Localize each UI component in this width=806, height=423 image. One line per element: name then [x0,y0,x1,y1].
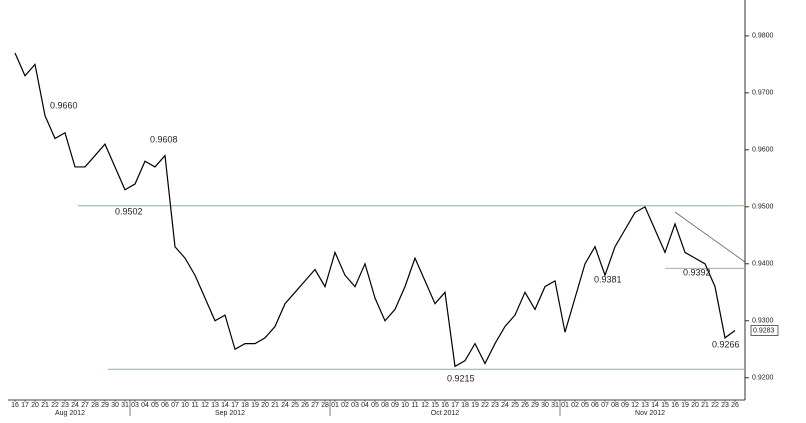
x-tick-label: 24 [71,402,79,409]
x-tick-label: 26 [301,402,309,409]
x-tick-label: 13 [211,402,219,409]
annotation: 0.9392 [683,267,711,277]
x-tick-label: 06 [591,402,599,409]
x-tick-label: 27 [81,402,89,409]
x-tick-label: 05 [581,402,589,409]
x-tick-label: 03 [131,402,139,409]
x-tick-label: 09 [621,402,629,409]
x-tick-label: 08 [611,402,619,409]
x-tick-label: 26 [731,402,739,409]
x-tick-label: 12 [631,402,639,409]
x-tick-label: 01 [331,402,339,409]
y-tick-label: 0.9600 [752,147,774,154]
x-tick-label: 21 [271,402,279,409]
x-tick-label: 05 [151,402,159,409]
price-line [14,52,736,368]
y-tick-label: 0.9400 [752,261,774,268]
x-tick-label: 30 [541,402,549,409]
month-label: Sep 2012 [215,410,245,417]
x-tick-label: 18 [461,402,469,409]
x-tick-label: 22 [51,402,59,409]
x-tick-label: 29 [531,402,539,409]
x-tick-label: 11 [411,402,418,409]
x-tick-label: 30 [111,402,119,409]
x-tick-label: 28 [91,402,99,409]
x-tick-label: 25 [511,402,519,409]
x-tick-label: 02 [341,402,349,409]
x-tick-label: 05 [371,402,379,409]
annotation: 0.9215 [447,373,475,383]
annotation: 0.9502 [115,206,143,216]
x-tick-label: 14 [221,402,229,409]
x-tick-label: 04 [141,402,149,409]
x-tick-label: 17 [451,402,459,409]
x-tick-label: 03 [351,402,359,409]
x-tick-label: 01 [561,402,569,409]
x-tick-label: 10 [401,402,409,409]
x-tick-label: 17 [231,402,239,409]
trend-line [674,211,746,263]
x-tick-label: 31 [551,402,559,409]
x-tick-label: 07 [171,402,179,409]
y-tick-label: 0.9700 [752,90,774,97]
x-tick-label: 20 [31,402,39,409]
y-tick-label: 0.9200 [752,375,774,382]
x-tick-label: 08 [381,402,389,409]
x-tick-label: 16 [441,402,449,409]
x-tick-label: 12 [201,402,209,409]
x-tick-label: 18 [241,402,249,409]
x-tick-label: 10 [181,402,189,409]
x-tick-label: 21 [701,402,709,409]
x-tick-label: 24 [501,402,509,409]
x-tick-label: 13 [641,402,649,409]
x-tick-label: 22 [481,402,489,409]
x-tick-label: 12 [421,402,429,409]
x-tick-label: 06 [161,402,169,409]
x-tick-label: 04 [361,402,369,409]
x-tick-label: 15 [431,402,439,409]
x-tick-label: 22 [711,402,719,409]
annotation: 0.9381 [594,274,622,284]
x-tick-label: 28 [321,402,329,409]
annotation: 0.9608 [150,134,178,144]
x-tick-label: 16 [11,402,19,409]
x-tick-label: 23 [491,402,499,409]
last-price-box [750,325,779,336]
x-tick-label: 09 [391,402,399,409]
month-label: Oct 2012 [431,410,460,417]
x-tick-label: 11 [191,402,198,409]
x-tick-label: 23 [721,402,729,409]
y-tick-label: 0.9800 [752,33,774,40]
x-tick-label: 19 [251,402,259,409]
x-tick-label: 25 [291,402,299,409]
x-tick-label: 02 [571,402,579,409]
x-tick-label: 15 [661,402,669,409]
last-price-label: 0.9283 [753,327,775,334]
x-tick-label: 24 [281,402,289,409]
x-tick-label: 20 [691,402,699,409]
x-tick-label: 07 [601,402,609,409]
x-tick-label: 14 [651,402,659,409]
x-tick-label: 16 [671,402,679,409]
y-tick-label: 0.9300 [752,318,774,325]
month-label: Nov 2012 [635,410,665,417]
x-tick-label: 19 [681,402,689,409]
x-tick-label: 19 [471,402,479,409]
month-label: Aug 2012 [55,410,85,417]
annotation: 0.9266 [712,339,740,349]
y-tick-label: 0.9500 [752,204,774,211]
x-tick-label: 17 [21,402,29,409]
x-tick-label: 23 [61,402,69,409]
x-tick-label: 29 [101,402,109,409]
x-tick-label: 26 [521,402,529,409]
x-tick-label: 27 [311,402,319,409]
annotation: 0.9660 [50,100,78,110]
x-tick-label: 20 [261,402,269,409]
x-tick-label: 21 [41,402,49,409]
x-tick-label: 31 [121,402,129,409]
